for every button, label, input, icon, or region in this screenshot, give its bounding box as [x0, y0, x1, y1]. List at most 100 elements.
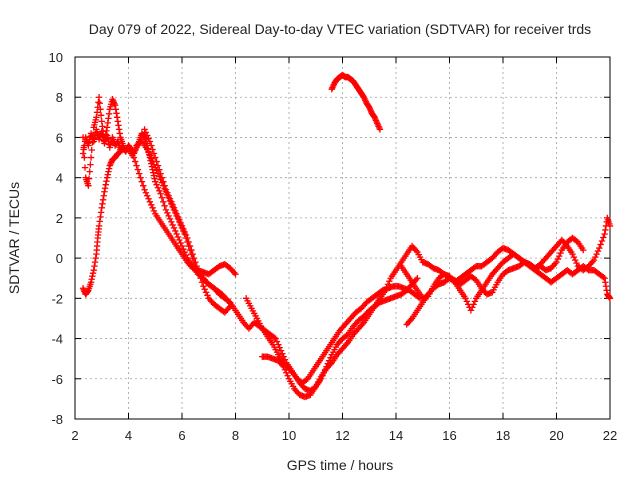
plot-frame: [74, 56, 611, 420]
x-tick-label: 16: [442, 428, 456, 443]
data-point: [104, 119, 111, 127]
data-point: [97, 213, 104, 221]
data-point: [471, 298, 479, 305]
x-axis-label: GPS time / hours: [287, 457, 394, 473]
data-points: [79, 71, 614, 401]
data-point: [81, 164, 89, 171]
data-point: [573, 259, 580, 267]
data-point: [602, 226, 609, 234]
data-point: [164, 189, 171, 196]
data-point: [90, 138, 97, 145]
data-point: [111, 102, 119, 109]
data-point: [98, 118, 105, 125]
data-point: [152, 154, 159, 161]
x-tick-label: 2: [71, 428, 78, 443]
data-point: [81, 154, 88, 161]
data-point: [145, 195, 152, 202]
x-tick-label: 8: [232, 428, 239, 443]
data-point: [150, 172, 158, 179]
data-point: [170, 224, 178, 232]
data-point: [194, 266, 202, 274]
data-point: [91, 135, 98, 142]
data-point: [97, 112, 105, 119]
data-point: [601, 275, 608, 282]
data-point: [90, 266, 97, 274]
y-tick-label: -6: [51, 372, 63, 387]
data-point: [91, 262, 98, 270]
data-point: [386, 278, 393, 285]
data-point: [226, 303, 234, 310]
y-axis-label: SDTVAR / TECUs: [6, 182, 22, 294]
data-point: [145, 149, 152, 156]
data-point: [192, 258, 199, 266]
data-point: [204, 292, 211, 299]
data-point: [145, 135, 152, 142]
data-point: [89, 269, 97, 277]
data-point: [138, 178, 146, 185]
data-point: [96, 218, 103, 225]
data-point: [174, 213, 182, 221]
data-point: [593, 250, 600, 258]
data-point: [99, 200, 106, 208]
data-point: [592, 253, 599, 261]
grid: [75, 57, 610, 419]
data-point: [462, 295, 469, 302]
data-point: [148, 142, 155, 149]
data-point: [148, 201, 155, 209]
data-point: [176, 216, 183, 224]
series-arc-i: [398, 250, 614, 314]
data-point: [606, 295, 614, 302]
data-point: [100, 192, 107, 199]
axis-ticks: 2 4 6 8 10 12 14 16 18 20 22 -8 -6 -4 -2 0 2 4 6 8 10: [49, 50, 618, 443]
data-point: [105, 115, 112, 122]
data-point: [144, 146, 151, 153]
data-point: [146, 138, 154, 145]
data-point: [606, 294, 613, 301]
data-point: [177, 239, 184, 247]
data-point: [142, 129, 150, 136]
data-point: [193, 262, 200, 270]
data-point: [137, 174, 144, 181]
data-point: [600, 234, 607, 241]
data-point: [554, 255, 562, 263]
x-tick-label: 18: [496, 428, 510, 443]
data-point: [93, 109, 101, 116]
data-point: [168, 198, 175, 205]
data-point: [96, 100, 103, 107]
data-point: [85, 142, 92, 149]
series-arc-j: [328, 71, 384, 133]
data-point: [95, 94, 103, 101]
data-point: [165, 212, 172, 220]
data-point: [580, 246, 587, 254]
data-point: [470, 301, 477, 308]
data-point: [168, 218, 175, 226]
data-point: [201, 286, 208, 293]
series-arc-e: [141, 126, 234, 316]
data-point: [99, 123, 106, 130]
data-point: [156, 166, 163, 173]
data-point: [149, 204, 156, 212]
data-point: [131, 158, 139, 165]
data-point: [98, 204, 105, 212]
data-point: [150, 169, 157, 176]
data-point: [116, 130, 124, 137]
data-point: [115, 122, 122, 129]
data-point: [601, 230, 608, 238]
data-point: [88, 146, 95, 154]
data-point: [384, 281, 392, 288]
data-point: [153, 158, 160, 165]
data-point: [130, 154, 138, 161]
data-point: [154, 184, 162, 191]
data-point: [272, 335, 279, 342]
data-point: [95, 222, 103, 230]
x-tick-label: 20: [549, 428, 563, 443]
data-point: [101, 134, 109, 142]
data-point: [87, 161, 94, 168]
data-point: [280, 363, 287, 370]
data-point: [166, 215, 174, 223]
x-tick-label: 6: [178, 428, 185, 443]
data-point: [594, 247, 602, 255]
data-point: [103, 174, 111, 181]
data-point: [97, 106, 104, 113]
data-point: [184, 234, 191, 242]
